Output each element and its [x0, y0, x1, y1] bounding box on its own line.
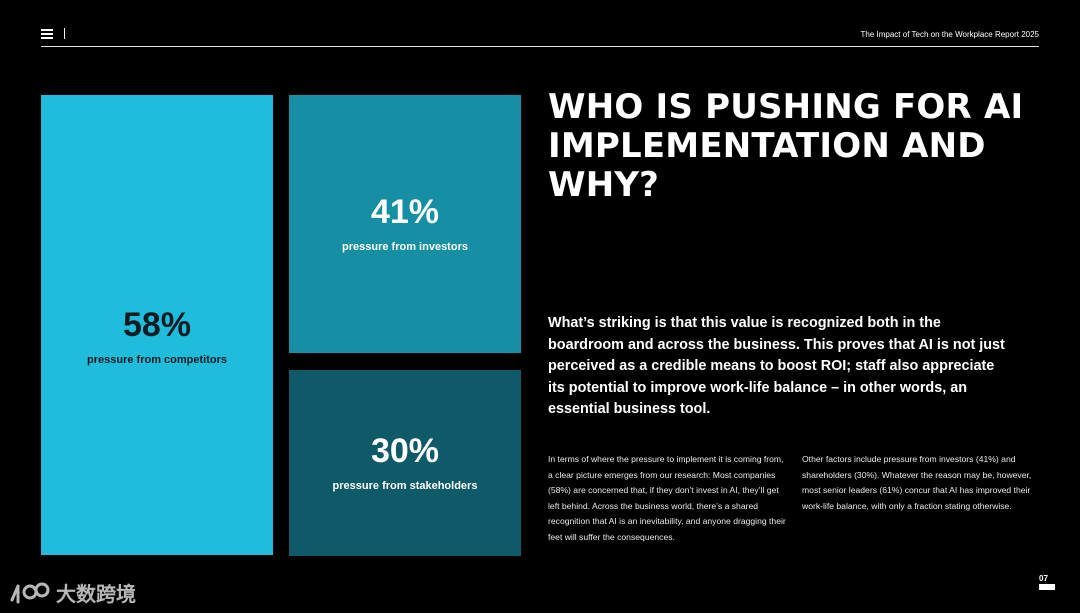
- header-rule: [41, 46, 1039, 47]
- menu-icon[interactable]: [41, 29, 53, 39]
- page-headline: WHO IS PUSHING FOR AI IMPLEMENTATION AND…: [548, 87, 1024, 205]
- stat-label: pressure from stakeholders: [332, 480, 478, 492]
- top-bar: The Impact of Tech on the Workplace Repo…: [41, 27, 1039, 47]
- stat-tile-investors: 41% pressure from investors: [289, 95, 521, 353]
- stat-tile-competitors: 58% pressure from competitors: [41, 95, 273, 555]
- stat-tile-stakeholders: 30% pressure from stakeholders: [289, 370, 521, 556]
- watermark-text: 大数跨境: [56, 582, 136, 606]
- stat-label: pressure from investors: [342, 241, 468, 253]
- header-divider: [64, 28, 65, 39]
- watermark-logo-icon: [10, 582, 50, 603]
- stat-value: 58%: [122, 306, 192, 344]
- stat-value: 30%: [370, 432, 440, 470]
- body-paragraph-1: In terms of where the pressure to implem…: [548, 454, 786, 542]
- stat-label: pressure from competitors: [87, 354, 227, 366]
- page-number: 07: [1039, 574, 1048, 583]
- page-number-mark: [1039, 584, 1055, 590]
- body-paragraph-2: Other factors include pressure from inve…: [802, 454, 1032, 511]
- lead-paragraph: What’s striking is that this value is re…: [548, 315, 1005, 418]
- report-title: The Impact of Tech on the Workplace Repo…: [860, 30, 1039, 39]
- watermark: 大数跨境: [8, 578, 136, 607]
- stat-value: 41%: [370, 193, 440, 231]
